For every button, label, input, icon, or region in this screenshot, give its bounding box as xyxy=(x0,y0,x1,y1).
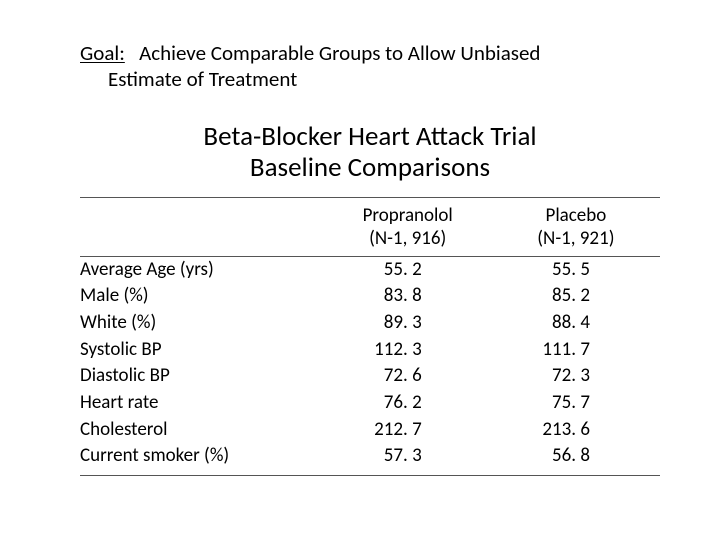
row-label: White (%) xyxy=(80,310,324,337)
table-header-row: Propranolol (N-1, 916) Placebo (N-1, 921… xyxy=(80,197,660,256)
table-row: Heart rate76. 275. 7 xyxy=(80,390,660,417)
row-value-a: 55. 2 xyxy=(324,256,492,283)
table-row: Average Age (yrs)55. 255. 5 xyxy=(80,256,660,283)
main-title: Beta-Blocker Heart Attack Trial Baseline… xyxy=(80,121,660,183)
table-row: Current smoker (%)57. 356. 8 xyxy=(80,443,660,475)
row-value-b: 85. 2 xyxy=(492,283,660,310)
comparison-table: Propranolol (N-1, 916) Placebo (N-1, 921… xyxy=(80,197,660,477)
row-value-a: 112. 3 xyxy=(324,337,492,364)
row-value-b: 75. 7 xyxy=(492,390,660,417)
row-value-a: 83. 8 xyxy=(324,283,492,310)
goal-line2: Estimate of Treatment xyxy=(80,66,660,92)
table-row: Diastolic BP72. 672. 3 xyxy=(80,363,660,390)
col-header-blank xyxy=(80,197,324,256)
row-value-a: 76. 2 xyxy=(324,390,492,417)
row-value-a: 212. 7 xyxy=(324,417,492,444)
table-row: Male (%)83. 885. 2 xyxy=(80,283,660,310)
row-label: Male (%) xyxy=(80,283,324,310)
row-value-b: 88. 4 xyxy=(492,310,660,337)
table-row: Systolic BP112. 3111. 7 xyxy=(80,337,660,364)
col-header-propranolol: Propranolol (N-1, 916) xyxy=(324,197,492,256)
title-line1: Beta-Blocker Heart Attack Trial xyxy=(203,120,536,153)
row-label: Current smoker (%) xyxy=(80,443,324,475)
table-row: White (%)89. 388. 4 xyxy=(80,310,660,337)
goal-prefix: Goal: xyxy=(80,40,125,66)
title-line2: Baseline Comparisons xyxy=(250,151,490,184)
goal-line1: Achieve Comparable Groups to Allow Unbia… xyxy=(139,40,540,66)
goal-text: Goal: Achieve Comparable Groups to Allow… xyxy=(80,40,660,93)
row-value-b: 213. 6 xyxy=(492,417,660,444)
table-body: Average Age (yrs)55. 255. 5Male (%)83. 8… xyxy=(80,256,660,476)
row-value-b: 72. 3 xyxy=(492,363,660,390)
row-value-a: 57. 3 xyxy=(324,443,492,475)
row-value-a: 89. 3 xyxy=(324,310,492,337)
row-value-b: 111. 7 xyxy=(492,337,660,364)
col-header-placebo: Placebo (N-1, 921) xyxy=(492,197,660,256)
row-label: Average Age (yrs) xyxy=(80,256,324,283)
row-value-a: 72. 6 xyxy=(324,363,492,390)
row-value-b: 55. 5 xyxy=(492,256,660,283)
row-label: Systolic BP xyxy=(80,337,324,364)
table-row: Cholesterol212. 7213. 6 xyxy=(80,417,660,444)
row-label: Heart rate xyxy=(80,390,324,417)
row-value-b: 56. 8 xyxy=(492,443,660,475)
row-label: Cholesterol xyxy=(80,417,324,444)
row-label: Diastolic BP xyxy=(80,363,324,390)
